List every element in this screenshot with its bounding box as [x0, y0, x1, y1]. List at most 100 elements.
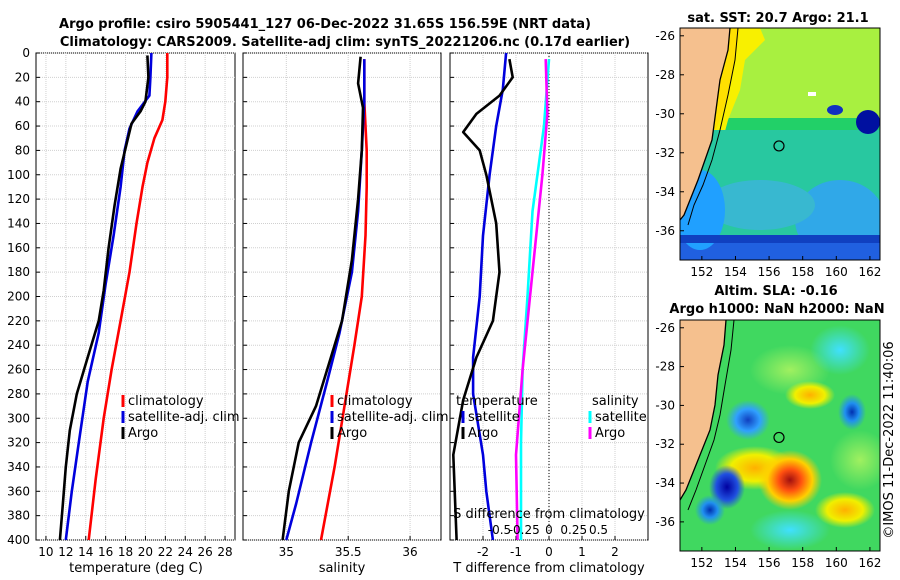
map-x-tick-label: 152 — [690, 265, 713, 279]
map-x-tick-label: 160 — [825, 556, 848, 570]
map-x-tick-label: 152 — [690, 556, 713, 570]
series-temperature-argo — [452, 58, 514, 541]
map-y-tick-label: -36 — [655, 515, 675, 529]
depth-tick-label: 140 — [7, 216, 30, 230]
sla-yellow-2 — [815, 492, 875, 528]
x-tick-label: 26 — [198, 545, 213, 559]
sst-isobath — [687, 28, 739, 226]
map-y-tick-label: -26 — [655, 321, 675, 335]
series-temperature-satellite — [471, 52, 508, 541]
sst-coastline — [680, 28, 731, 221]
map-x-tick-label: 162 — [858, 556, 881, 570]
x-tick-label: 16 — [98, 545, 113, 559]
salinity-series — [281, 56, 368, 541]
sla-coastline — [680, 320, 727, 501]
temperature-panel: 10 12 14 16 18 20 22 24 26 28 climatology satelli… — [35, 52, 240, 576]
depth-tick-label: 200 — [7, 290, 30, 304]
x-tick-label: 35 — [279, 545, 294, 559]
sla-map: Altim. SLA: -0.16 Argo h1000: NaN h2000:… — [655, 284, 884, 570]
map-y-tick-label: -28 — [655, 68, 675, 82]
depth-tick-label: 280 — [7, 387, 30, 401]
sla-cyan-2 — [750, 510, 830, 550]
sst-map: sat. SST: 20.7 Argo: 21.1 152 154 156 158 16… — [655, 11, 881, 279]
depth-tick-label: 300 — [7, 411, 30, 425]
sst-map-title: sat. SST: 20.7 Argo: 21.1 — [687, 11, 868, 26]
sla-profile-marker — [773, 431, 785, 444]
map-x-tick-label: 158 — [791, 265, 814, 279]
map-y-tick-label: -30 — [655, 398, 675, 412]
sst-cool-eddy2 — [705, 180, 815, 230]
series-climatology — [87, 53, 169, 541]
sla-land — [680, 320, 726, 500]
x-tick-label: 28 — [217, 545, 232, 559]
series-argo — [58, 55, 150, 541]
legend-label-sal-argo: Argo — [595, 426, 625, 441]
depth-tick-label: 360 — [7, 484, 30, 498]
series-salinity-satellite — [519, 59, 551, 540]
map-y-tick-label: -32 — [655, 437, 675, 451]
map-x-tick-label: 154 — [724, 556, 747, 570]
x-tick-label: 1 — [578, 545, 586, 559]
depth-tick-label: 120 — [7, 192, 30, 206]
sst-land — [680, 28, 730, 220]
sst-profile-marker — [773, 140, 785, 152]
depth-axis: 0 20 40 60 80 100 120 140 160 180 200 220 240 260 280 3… — [7, 46, 30, 547]
legend-label-climatology: climatology — [128, 394, 204, 409]
depth-tick-label: 400 — [7, 533, 30, 547]
depth-tick-label: 80 — [15, 143, 30, 157]
salinity-grid — [243, 52, 441, 541]
figure-title-line1: Argo profile: csiro 5905441_127 06-Dec-2… — [59, 17, 591, 32]
series-argo — [281, 56, 365, 541]
sla-blue-eddy-3 — [695, 495, 725, 525]
difference-ticks: -2 -1 0 1 2 — [450, 52, 619, 559]
x-tick-label: 10 — [38, 545, 53, 559]
map-y-tick-label: -26 — [655, 29, 675, 43]
temperature-series — [58, 52, 169, 541]
series-climatology — [319, 59, 368, 541]
sla-lightgreen-2 — [830, 430, 880, 490]
x2-tick-label: -0.5 — [488, 523, 511, 537]
sla-yellow-3 — [785, 381, 835, 409]
sst-dark-patch — [856, 110, 880, 134]
x-tick-label: 2 — [611, 545, 619, 559]
sla-blue-eddy-4 — [838, 394, 866, 430]
sla-map-subtitle: Argo h1000: NaN h2000: NaN — [669, 302, 884, 317]
salinity-xlabel: salinity — [319, 561, 366, 576]
difference-xlabel: T difference from climatology — [452, 561, 645, 576]
map-x-tick-label: 156 — [758, 556, 781, 570]
depth-tick-label: 380 — [7, 509, 30, 523]
difference-x2label: S difference from climatology — [453, 507, 645, 522]
legend-label-salinity: salinity — [592, 394, 639, 409]
sla-map-ticks: 152 154 156 158 160 162 -26 -28 -30 -32 -34 -36 — [655, 321, 881, 570]
x-tick-label: 35.5 — [335, 545, 362, 559]
difference-panel: -2 -1 0 1 2 temperature satellite Argo salin… — [449, 52, 649, 576]
x-tick-label: -1 — [510, 545, 522, 559]
map-x-tick-label: 158 — [791, 556, 814, 570]
map-x-tick-label: 154 — [724, 265, 747, 279]
sla-blue-eddy-1 — [726, 400, 770, 440]
depth-tick-label: 340 — [7, 460, 30, 474]
x-tick-label: 0 — [545, 545, 553, 559]
series-satellite-adj-clim — [64, 52, 153, 541]
sst-yellow-edge — [710, 28, 740, 140]
temperature-legend: climatology satellite-adj. clim Argo — [121, 394, 240, 441]
sst-dark-patch2 — [827, 105, 843, 115]
salinity-panel: 35 35.5 36 climatology satellite-adj. clim… — [242, 52, 449, 576]
sla-map-title: Altim. SLA: -0.16 — [714, 284, 837, 299]
legend-label-climatology: climatology — [337, 394, 413, 409]
map-y-tick-label: -34 — [655, 476, 675, 490]
depth-tick-label: 180 — [7, 265, 30, 279]
x-tick-label: 20 — [138, 545, 153, 559]
map-y-tick-label: -30 — [655, 107, 675, 121]
map-x-tick-label: 160 — [825, 265, 848, 279]
x2-tick-label: 0.5 — [589, 523, 608, 537]
depth-tick-label: 0 — [22, 46, 30, 60]
difference-series — [452, 52, 551, 541]
map-y-tick-label: -36 — [655, 224, 675, 238]
footer-timestamp: ©IMOS 11-Dec-2022 11:40:06 — [882, 341, 897, 538]
legend-label-temp-satellite: satellite — [468, 410, 520, 425]
x-tick-label: 18 — [118, 545, 133, 559]
map-y-tick-label: -32 — [655, 146, 675, 160]
sst-map-frame — [679, 27, 881, 261]
